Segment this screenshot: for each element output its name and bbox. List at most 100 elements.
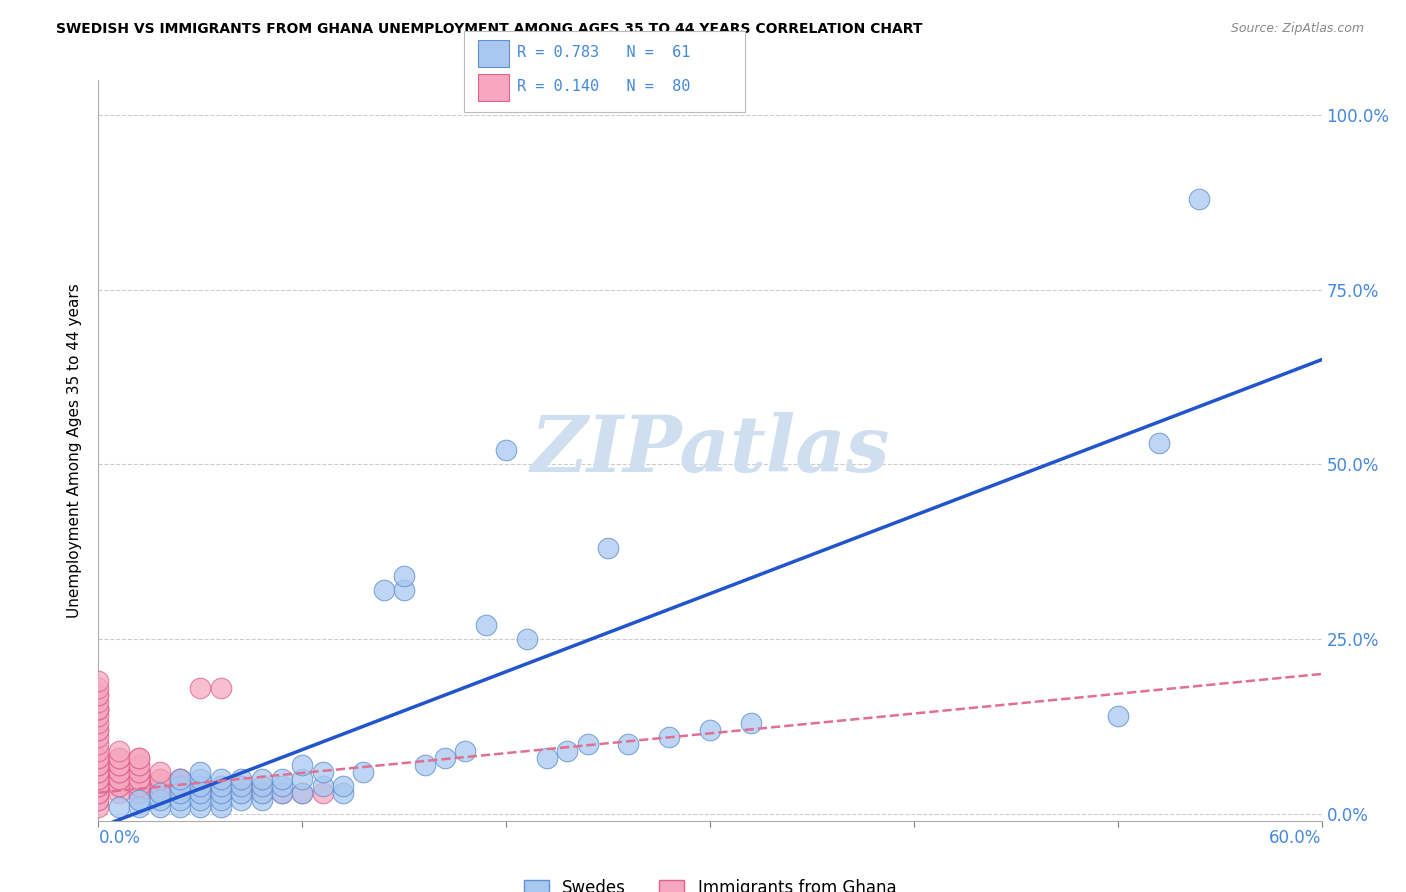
Text: SWEDISH VS IMMIGRANTS FROM GHANA UNEMPLOYMENT AMONG AGES 35 TO 44 YEARS CORRELAT: SWEDISH VS IMMIGRANTS FROM GHANA UNEMPLO… — [56, 22, 922, 37]
Point — [291, 772, 314, 786]
Text: ZIPatlas: ZIPatlas — [530, 412, 890, 489]
Point — [87, 673, 110, 688]
Point — [169, 786, 191, 800]
Point — [169, 779, 191, 793]
Point — [169, 786, 191, 800]
Point — [128, 772, 150, 786]
Point — [231, 793, 253, 807]
Point — [209, 779, 232, 793]
Point — [188, 799, 212, 814]
Point — [598, 541, 620, 556]
Point — [87, 688, 110, 702]
Point — [128, 757, 150, 772]
Point — [108, 751, 131, 765]
Text: 60.0%: 60.0% — [1270, 829, 1322, 847]
Point — [149, 772, 172, 786]
Point — [454, 744, 477, 758]
Point — [128, 751, 150, 765]
Point — [108, 764, 131, 779]
Point — [87, 702, 110, 716]
Point — [87, 764, 110, 779]
Point — [149, 779, 172, 793]
Point — [149, 786, 172, 800]
Point — [740, 715, 762, 730]
Point — [495, 443, 517, 458]
Point — [128, 786, 150, 800]
Point — [108, 764, 131, 779]
Point — [555, 744, 579, 758]
Point — [108, 772, 131, 786]
Point — [169, 772, 191, 786]
Point — [87, 709, 110, 723]
Point — [128, 764, 150, 779]
Point — [1147, 436, 1170, 450]
Point — [209, 772, 232, 786]
Point — [209, 786, 232, 800]
Point — [250, 779, 273, 793]
Point — [128, 786, 150, 800]
Point — [291, 786, 314, 800]
Point — [87, 695, 110, 709]
Point — [209, 786, 232, 800]
Point — [188, 764, 212, 779]
Point — [108, 779, 131, 793]
Point — [250, 779, 273, 793]
Point — [250, 772, 273, 786]
Point — [149, 786, 172, 800]
Point — [108, 799, 131, 814]
Point — [658, 730, 681, 744]
Point — [87, 793, 110, 807]
Point — [231, 779, 253, 793]
Point — [87, 786, 110, 800]
Point — [87, 681, 110, 695]
Point — [413, 757, 436, 772]
Point — [332, 786, 354, 800]
Point — [270, 779, 294, 793]
Point — [209, 681, 232, 695]
Point — [352, 764, 374, 779]
Point — [149, 786, 172, 800]
Point — [128, 793, 150, 807]
Point — [209, 779, 232, 793]
Point — [149, 764, 172, 779]
Point — [87, 786, 110, 800]
Point — [87, 688, 110, 702]
Point — [108, 786, 131, 800]
Point — [87, 757, 110, 772]
Text: Source: ZipAtlas.com: Source: ZipAtlas.com — [1230, 22, 1364, 36]
Point — [188, 772, 212, 786]
Point — [87, 779, 110, 793]
Text: R = 0.783   N =  61: R = 0.783 N = 61 — [517, 45, 690, 60]
Point — [128, 779, 150, 793]
Point — [312, 779, 335, 793]
Point — [699, 723, 721, 737]
Text: R = 0.140   N =  80: R = 0.140 N = 80 — [517, 79, 690, 94]
Point — [87, 764, 110, 779]
Point — [250, 786, 273, 800]
Point — [188, 786, 212, 800]
Point — [474, 618, 498, 632]
Point — [312, 764, 335, 779]
Point — [169, 786, 191, 800]
Point — [87, 799, 110, 814]
Point — [209, 793, 232, 807]
Point — [87, 702, 110, 716]
Point — [108, 757, 131, 772]
Point — [169, 793, 191, 807]
Point — [87, 715, 110, 730]
Point — [250, 793, 273, 807]
Point — [231, 786, 253, 800]
Point — [291, 786, 314, 800]
Point — [87, 744, 110, 758]
Point — [270, 772, 294, 786]
Point — [169, 799, 191, 814]
Point — [434, 751, 457, 765]
Point — [87, 702, 110, 716]
Point — [169, 772, 191, 786]
Point — [128, 779, 150, 793]
Point — [108, 751, 131, 765]
Point — [270, 786, 294, 800]
Point — [87, 730, 110, 744]
Point — [1188, 192, 1211, 206]
Point — [87, 772, 110, 786]
